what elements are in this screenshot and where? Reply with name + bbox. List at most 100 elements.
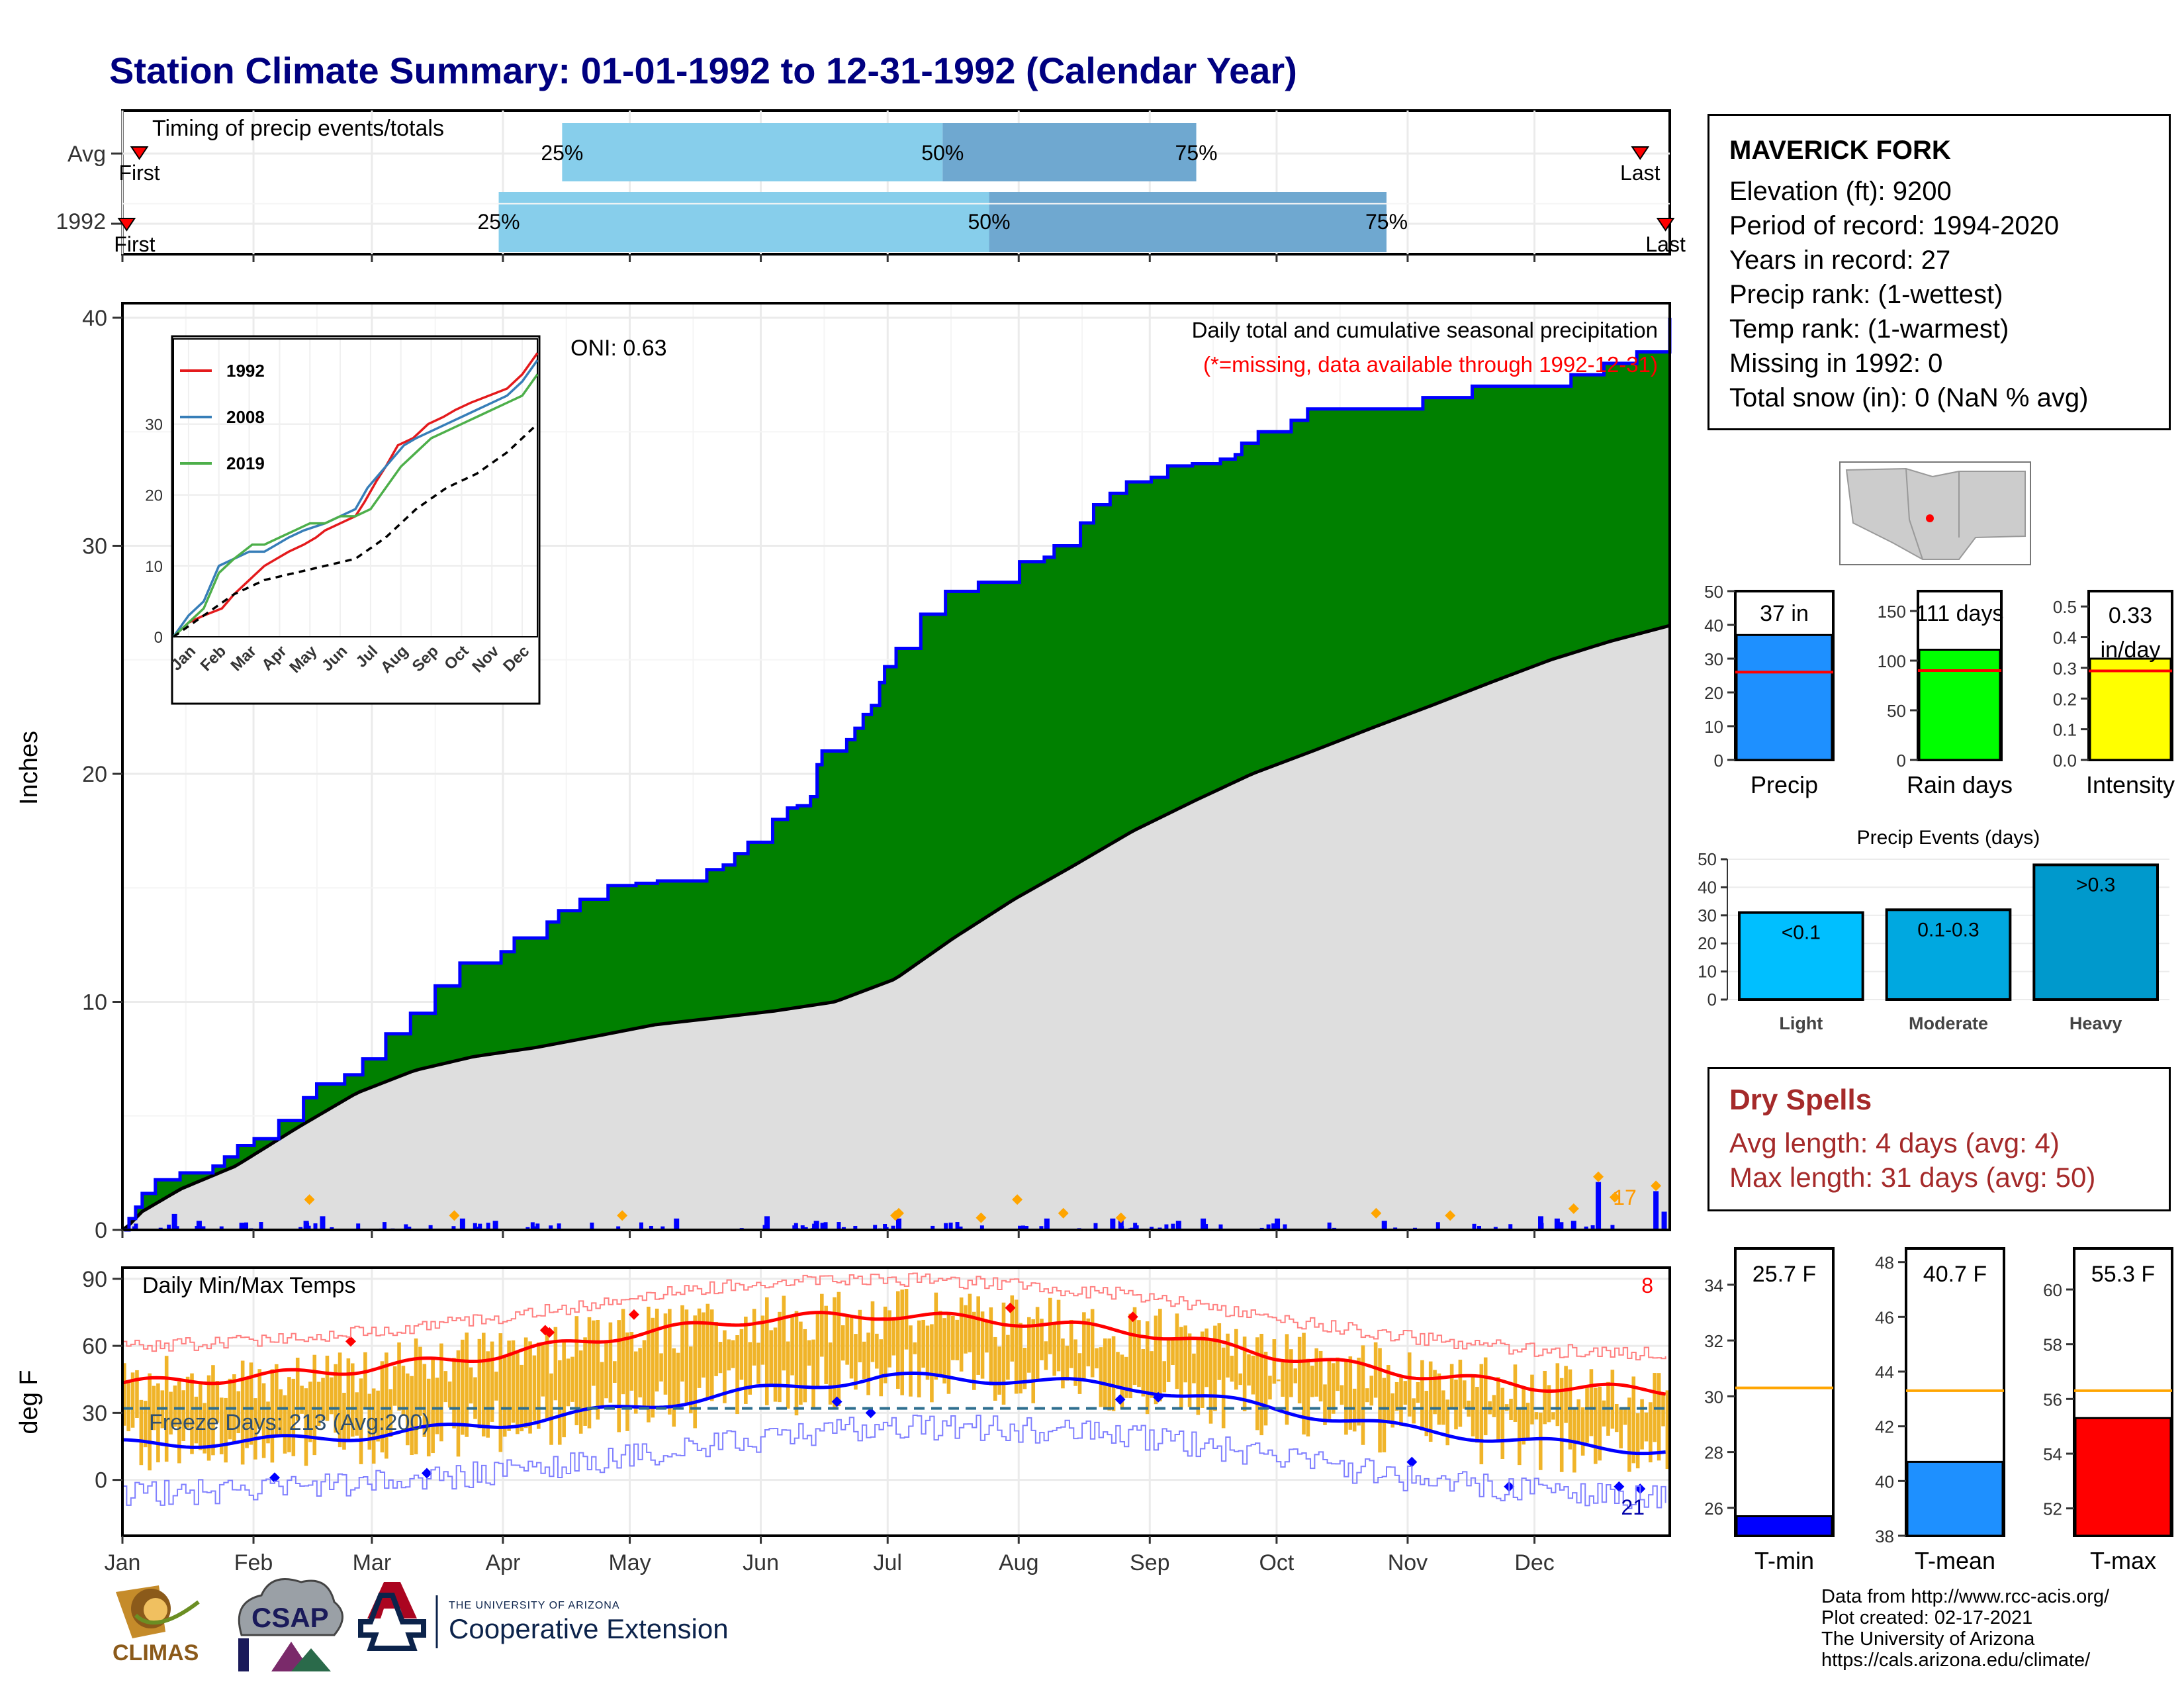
oni-label: ONI: 0.63 — [570, 336, 667, 361]
daily-precip-bar — [134, 1223, 138, 1230]
t-mean-ytick-label: 40 — [1875, 1472, 1894, 1491]
t-min-value-label: 25.7 F — [1752, 1262, 1816, 1287]
temp-range-bar — [283, 1395, 287, 1454]
temp-range-bar — [443, 1371, 448, 1403]
temp-range-bar — [1518, 1409, 1522, 1466]
large-event-marker — [449, 1210, 460, 1221]
temp-range-bar — [1318, 1350, 1323, 1402]
temp-range-bar — [604, 1340, 608, 1399]
temp-range-bar — [1200, 1331, 1205, 1408]
dry-spells-box: Dry Spells Avg length: 4 days (avg: 4) M… — [1707, 1067, 2171, 1211]
t-mean-ytick-label: 44 — [1875, 1362, 1894, 1382]
temp-range-bar — [799, 1321, 803, 1405]
daily-precip-bar — [532, 1226, 537, 1230]
temp-range-bar — [1124, 1356, 1128, 1398]
temp-range-bar — [1196, 1336, 1201, 1415]
temp-range-bar — [1065, 1345, 1069, 1381]
credits-line-4: https://cals.arizona.edu/climate/ — [1821, 1650, 2091, 1671]
temp-range-bar — [828, 1342, 833, 1405]
temp-range-bar — [532, 1355, 537, 1421]
daily-precip-bar — [1275, 1218, 1281, 1230]
temp-range-bar — [418, 1346, 422, 1416]
temp-range-bar — [1095, 1348, 1099, 1369]
temp-range-bar — [422, 1364, 427, 1437]
timing-bar-50-75 — [942, 123, 1197, 181]
temp-range-bar — [1171, 1340, 1175, 1366]
temp-range-bar — [312, 1354, 317, 1456]
events-ytick-label: 20 — [1698, 933, 1717, 953]
credits-line-2: Plot created: 02-17-2021 — [1821, 1607, 2033, 1628]
temp-range-bar — [502, 1357, 507, 1437]
temp-range-bar — [921, 1319, 925, 1368]
temp-range-bar — [1594, 1387, 1598, 1464]
temp-range-bar — [452, 1358, 456, 1429]
daily-precip-bar — [1110, 1218, 1116, 1230]
temp-range-bar — [621, 1309, 625, 1395]
temp-range-bar — [1221, 1347, 1226, 1429]
temp-record-marker — [1127, 1311, 1138, 1323]
temp-range-bar — [638, 1348, 642, 1398]
temp-range-bar — [854, 1334, 858, 1390]
daily-precip-bar — [639, 1222, 643, 1230]
daily-precip-bar — [1327, 1222, 1332, 1230]
panel-rain-days: 0 50 100 150 111 days Rain days — [1878, 590, 2013, 798]
t-max-ytick-label: 54 — [2043, 1444, 2062, 1464]
temp-range-bar — [786, 1341, 790, 1409]
temp-range-bars — [122, 1289, 1670, 1495]
temp-range-bar — [663, 1313, 668, 1395]
temp-range-bar — [1437, 1373, 1441, 1425]
temp-range-bar — [1183, 1325, 1187, 1383]
first-event-label: First — [114, 232, 155, 256]
precip-total-ytick-label: 30 — [1704, 649, 1723, 669]
daily-precip-bar — [1435, 1222, 1440, 1230]
temp-range-bar — [1150, 1351, 1154, 1398]
daily-precip-bar — [478, 1223, 482, 1230]
temp-range-bar — [1010, 1295, 1015, 1362]
daily-precip-bar — [1039, 1226, 1044, 1230]
events-ytick-label: 50 — [1698, 849, 1717, 869]
large-event-marker — [893, 1207, 904, 1219]
temp-record-marker — [345, 1336, 356, 1347]
first-event-marker — [117, 218, 136, 232]
climas-logo-text: CLIMAS — [113, 1640, 199, 1665]
temp-range-bar — [583, 1337, 587, 1426]
daily-precip-bar — [813, 1221, 819, 1230]
temp-range-bar — [300, 1385, 304, 1414]
temp-range-bar — [1145, 1321, 1150, 1415]
temp-range-bar — [955, 1319, 960, 1360]
temp-range-bar — [1213, 1325, 1217, 1411]
average-cumulative-area — [122, 626, 1670, 1230]
temp-range-bar — [1547, 1385, 1551, 1423]
t-min-bar — [1735, 1515, 1833, 1537]
temp-range-bar — [1665, 1390, 1670, 1470]
station-period: Period of record: 1994-2020 — [1729, 211, 2060, 240]
temp-range-bar — [684, 1309, 689, 1403]
daily-precip-bar — [1584, 1226, 1588, 1230]
precip-events-category: Light — [1779, 1013, 1823, 1033]
temp-range-bar — [1458, 1360, 1463, 1427]
timing-row-avg-label: Avg — [68, 142, 106, 167]
record-high-line — [122, 1272, 1666, 1361]
temp-range-bar — [392, 1366, 397, 1406]
temp-range-bar — [1111, 1336, 1116, 1411]
temp-range-bar — [1428, 1361, 1433, 1442]
daily-precip-bar — [356, 1223, 361, 1230]
temp-range-bar — [600, 1362, 604, 1408]
temp-range-bar — [1044, 1341, 1048, 1370]
temp-range-bar — [461, 1339, 465, 1435]
daily-precip-bar — [1120, 1226, 1124, 1230]
temp-range-bar — [1255, 1337, 1259, 1430]
daily-precip-bar — [944, 1223, 948, 1230]
temp-range-bar — [1344, 1359, 1348, 1435]
station-elevation: Elevation (ft): 9200 — [1729, 177, 1952, 206]
temp-range-bar — [1441, 1390, 1445, 1425]
temp-range-bar — [473, 1377, 477, 1419]
daily-precip-bar — [979, 1225, 984, 1230]
events-ytick-label: 40 — [1698, 877, 1717, 897]
temp-range-bar — [938, 1311, 942, 1376]
daily-precip-bar — [1171, 1223, 1175, 1230]
timing-bar-25-50 — [498, 192, 989, 252]
precip-caption: Daily total and cumulative seasonal prec… — [1192, 318, 1658, 342]
temp-range-bar — [592, 1320, 596, 1386]
temp-range-bar — [1187, 1333, 1192, 1407]
